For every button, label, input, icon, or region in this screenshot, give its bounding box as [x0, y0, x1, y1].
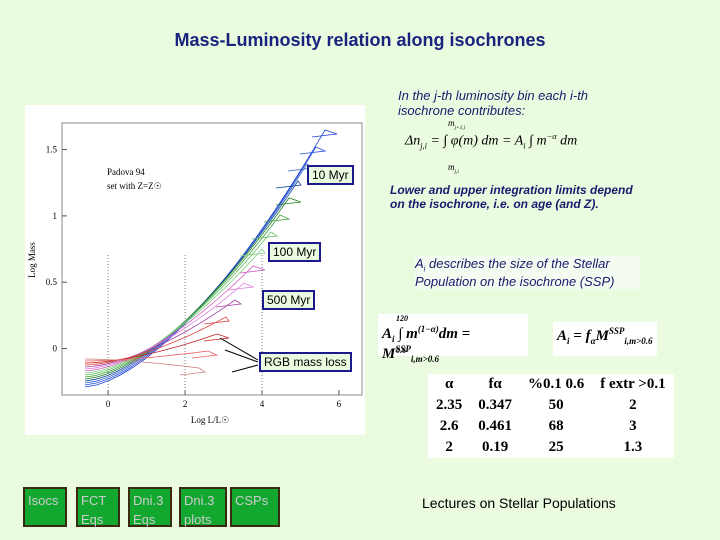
table-cell: 2.35	[436, 397, 463, 413]
note-label: RGB mass loss	[259, 352, 352, 372]
y-axis-label: Log Mass	[27, 242, 37, 278]
eq-part: j+1,i	[454, 124, 466, 131]
age-label: 100 Myr	[268, 242, 322, 262]
eq-part: m	[448, 162, 455, 172]
t: (1−α)	[417, 324, 439, 334]
intro: In the j-th luminosity bin each i-th iso…	[398, 88, 589, 118]
table-header: fα	[488, 376, 502, 392]
x-tick-label: 4	[260, 399, 265, 409]
plot: Padova 94 set with Z=Z☉ Log Mass Log L/L…	[25, 105, 365, 435]
table-cell: 25	[548, 439, 564, 455]
nav-button[interactable]: Dni.3 plots	[179, 487, 227, 527]
table-row: 2.6 0.461 68 3	[428, 416, 674, 437]
t: i,m>0.6	[624, 336, 653, 346]
eq-part: i	[523, 141, 526, 151]
eq-part: j,i	[454, 168, 459, 175]
t: SSP	[395, 344, 411, 354]
isochrone	[84, 350, 219, 362]
x-axis-label: Log L/L☉	[191, 415, 229, 425]
isochrone	[84, 282, 255, 370]
plot-frame	[61, 122, 363, 396]
isochrone	[84, 197, 302, 380]
eq-part: m	[448, 118, 455, 128]
age-label: 10 Myr	[307, 165, 354, 185]
x-tick-label: 6	[337, 399, 342, 409]
t: A	[415, 256, 424, 271]
y-tick-label: 1.5	[46, 145, 58, 155]
t: α	[590, 336, 596, 346]
t: i	[392, 334, 395, 344]
t: i	[567, 336, 570, 346]
nav-button[interactable]: CSPs	[230, 487, 280, 527]
t: SSP	[608, 326, 625, 336]
isochrone	[84, 299, 243, 368]
isochrone	[84, 358, 207, 376]
table-row: α fα %0.1 0.6 f extr >0.1	[428, 374, 674, 395]
t: i	[423, 264, 426, 274]
table-cell: 0.19	[482, 439, 509, 455]
t: 0.6	[396, 346, 406, 355]
table-row: 2 0.19 25 1.3	[428, 437, 674, 458]
t: describes the size of the Stellar Popula…	[415, 256, 615, 289]
eq-limit: mj+1,i	[448, 118, 465, 131]
t: A	[557, 328, 568, 344]
isochrone	[84, 333, 230, 364]
footer: Lectures on Stellar Populations	[422, 495, 616, 511]
table-header: α	[444, 376, 454, 392]
eq-limit: mj,i	[448, 162, 459, 175]
table-cell: 68	[548, 418, 564, 434]
x-tick-label: 2	[183, 399, 188, 409]
y-tick-label: 0	[53, 344, 58, 354]
limits-note: Lower and upper integration limits depen…	[390, 183, 633, 211]
table-cell: 2.6	[439, 418, 459, 434]
t: dm = M	[382, 326, 471, 362]
plot-bg	[25, 105, 365, 435]
y-tick-label: 0.5	[46, 277, 58, 287]
y-tick-label: 1	[53, 211, 58, 221]
plot-legend: Padova 94	[107, 167, 145, 177]
t: 120	[396, 314, 408, 323]
title: Mass-Luminosity relation along isochrone…	[174, 30, 546, 50]
table-cell: 1.3	[623, 439, 643, 455]
eq-part: = ∫ φ(m) dm = A	[430, 133, 524, 149]
table-cell: 2	[445, 439, 453, 455]
isochrone	[84, 316, 230, 366]
eq-part: Δn	[405, 133, 421, 149]
table-header: f extr >0.1	[600, 376, 666, 392]
isochrone	[84, 214, 291, 378]
table-cell: 50	[548, 397, 564, 413]
table-cell: 2	[629, 397, 637, 413]
eq-part: −α	[546, 132, 557, 141]
isochrone	[84, 265, 266, 372]
isochrone	[84, 248, 266, 374]
equation: Δnj,i = ∫ φ(m) dm = Ai ∫ m−α dm	[405, 132, 577, 150]
x-tick-label: 0	[106, 399, 111, 409]
isochrone	[84, 231, 279, 376]
t: M	[595, 328, 609, 344]
nav-button[interactable]: Isocs	[23, 487, 67, 527]
t: = f	[569, 328, 591, 344]
t: i,m>0.6	[410, 354, 439, 364]
table: α fα %0.1 0.6 f extr >0.1 2.35 0.347 50 2 2.6 0.4…	[428, 374, 674, 458]
table-row: 2.35 0.347 50 2	[428, 395, 674, 416]
plot-legend: set with Z=Z☉	[107, 181, 162, 191]
table-cell: 0.347	[478, 397, 512, 413]
t: A	[382, 326, 393, 342]
equation-box: Ai = fαMSSPi,m>0.6	[553, 322, 657, 356]
equation-box: Ai ∫ m(1−α)dm = MSSPi,m>0.6 120 0.6	[378, 314, 528, 364]
nav-button[interactable]: Dni.3 Eqs	[128, 487, 172, 527]
eq-part: dm	[560, 133, 578, 149]
t: ∫ m	[398, 326, 418, 342]
table-cell: 0.461	[478, 418, 512, 434]
eq-part: ∫ m	[529, 133, 547, 149]
age-label: 500 Myr	[262, 290, 316, 310]
eq-part: j,i	[420, 141, 427, 151]
ai-note: Ai describes the size of the Stellar Pop…	[415, 256, 640, 289]
nav-button[interactable]: FCT Eqs	[76, 487, 120, 527]
table-header: %0.1 0.6	[528, 376, 585, 392]
table-cell: 3	[629, 418, 637, 434]
